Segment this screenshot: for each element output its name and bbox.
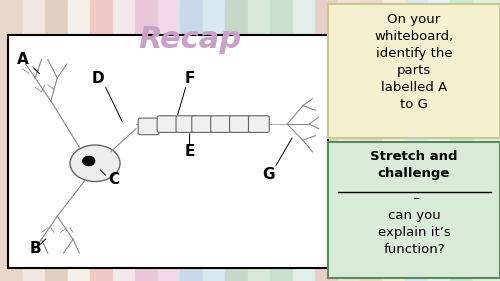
Bar xyxy=(472,0,500,281)
Bar xyxy=(180,0,203,281)
Text: G: G xyxy=(262,167,274,182)
Bar xyxy=(68,0,90,281)
Text: B: B xyxy=(30,241,41,256)
Bar xyxy=(428,0,450,281)
FancyBboxPatch shape xyxy=(230,116,250,132)
Bar xyxy=(360,0,382,281)
Bar xyxy=(225,0,248,281)
FancyBboxPatch shape xyxy=(328,4,500,138)
Text: D: D xyxy=(92,71,104,85)
Bar xyxy=(270,0,292,281)
Bar xyxy=(90,0,112,281)
FancyBboxPatch shape xyxy=(328,142,500,278)
FancyBboxPatch shape xyxy=(176,116,197,132)
Text: E: E xyxy=(184,144,194,159)
Text: A: A xyxy=(16,52,28,67)
Bar xyxy=(292,0,315,281)
FancyBboxPatch shape xyxy=(192,116,212,132)
Bar xyxy=(112,0,135,281)
FancyBboxPatch shape xyxy=(157,116,178,132)
Text: F: F xyxy=(184,71,194,85)
FancyBboxPatch shape xyxy=(210,116,232,132)
Ellipse shape xyxy=(82,156,95,166)
Text: C: C xyxy=(108,172,120,187)
Bar xyxy=(22,0,45,281)
FancyBboxPatch shape xyxy=(8,35,328,268)
Bar xyxy=(0,0,22,281)
Bar xyxy=(202,0,225,281)
Bar xyxy=(450,0,472,281)
Bar xyxy=(158,0,180,281)
Text: Recap: Recap xyxy=(138,25,242,54)
FancyBboxPatch shape xyxy=(138,118,159,135)
Bar xyxy=(248,0,270,281)
Bar xyxy=(405,0,427,281)
Text: –
can you
explain it’s
function?: – can you explain it’s function? xyxy=(378,192,450,257)
Bar xyxy=(382,0,405,281)
Text: On your
whiteboard,
identify the
parts
labelled A
to G: On your whiteboard, identify the parts l… xyxy=(374,13,454,111)
Bar xyxy=(338,0,360,281)
Ellipse shape xyxy=(70,145,120,182)
Text: Stretch and
challenge: Stretch and challenge xyxy=(370,150,458,180)
Bar xyxy=(45,0,68,281)
Bar xyxy=(135,0,158,281)
Bar xyxy=(315,0,338,281)
FancyBboxPatch shape xyxy=(248,116,269,132)
